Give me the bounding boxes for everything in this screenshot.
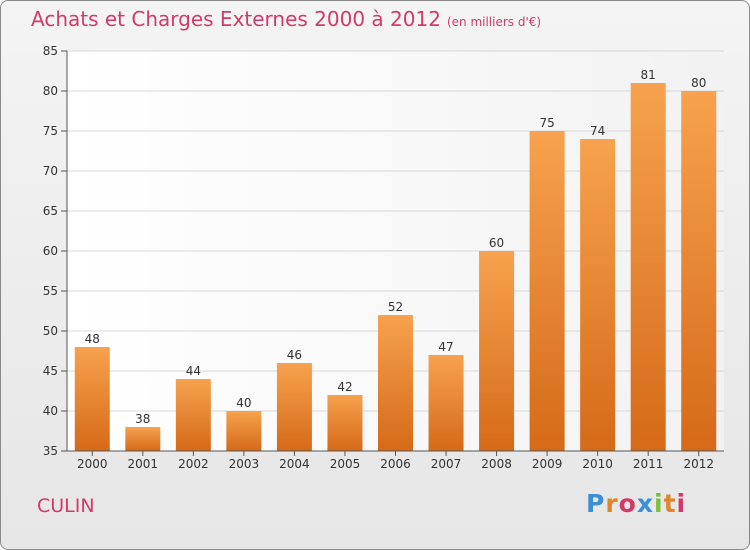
- y-tick-label: 70: [43, 164, 58, 178]
- x-tick-label: 2009: [532, 457, 563, 471]
- logo-letter: x: [636, 489, 654, 518]
- proxiti-logo: Proxiti: [586, 489, 686, 518]
- bar-value-label: 38: [135, 412, 150, 426]
- bar: [74, 347, 110, 451]
- bar: [226, 411, 262, 451]
- bar: [276, 363, 312, 451]
- bar: [529, 131, 565, 451]
- bar-value-label: 46: [287, 348, 302, 362]
- chart-title: Achats et Charges Externes 2000 à 2012 (e…: [31, 7, 541, 31]
- bar: [125, 427, 161, 451]
- bar-value-label: 42: [337, 380, 352, 394]
- bar-value-label: 81: [641, 68, 656, 82]
- bar: [428, 355, 464, 451]
- x-tick-label: 2007: [431, 457, 462, 471]
- chart-title-text: Achats et Charges Externes 2000 à 2012: [31, 7, 441, 31]
- bar-value-label: 44: [186, 364, 201, 378]
- x-tick-label: 2005: [330, 457, 361, 471]
- x-tick-label: 2002: [178, 457, 209, 471]
- x-tick-label: 2012: [683, 457, 714, 471]
- bar: [175, 379, 211, 451]
- bar-value-label: 60: [489, 236, 504, 250]
- y-tick-label: 60: [43, 244, 58, 258]
- bar: [580, 139, 616, 451]
- x-tick-label: 2004: [279, 457, 310, 471]
- y-tick-label: 85: [43, 44, 58, 58]
- y-tick-label: 75: [43, 124, 58, 138]
- bar-value-label: 47: [438, 340, 453, 354]
- bar-value-label: 40: [236, 396, 251, 410]
- bar: [630, 83, 666, 451]
- bar-value-label: 52: [388, 300, 403, 314]
- bar-value-label: 75: [539, 116, 554, 130]
- logo-letter: i: [654, 489, 664, 518]
- x-tick-label: 2010: [582, 457, 613, 471]
- x-tick-label: 2006: [380, 457, 411, 471]
- x-tick-label: 2000: [77, 457, 108, 471]
- logo-letter: P: [586, 489, 606, 518]
- y-tick-label: 40: [43, 404, 58, 418]
- y-tick-label: 35: [43, 444, 58, 458]
- x-tick-label: 2001: [128, 457, 159, 471]
- y-tick-label: 55: [43, 284, 58, 298]
- bar-value-label: 80: [691, 76, 706, 90]
- axes: 35 40 45 50 55 60 65 70 75 80 85 2000 2001 2002 2003 20…: [43, 44, 724, 471]
- x-tick-label: 2008: [481, 457, 512, 471]
- y-tick-label: 45: [43, 364, 58, 378]
- logo-letter: r: [605, 489, 619, 518]
- logo-letter: t: [663, 489, 677, 518]
- y-tick-label: 80: [43, 84, 58, 98]
- y-tick-label: 65: [43, 204, 58, 218]
- bar: [327, 395, 363, 451]
- bar: [378, 315, 413, 451]
- commune-name: CULIN: [37, 495, 95, 517]
- y-tick-label: 50: [43, 324, 58, 338]
- x-tick-label: 2011: [633, 457, 664, 471]
- bar-value-label: 48: [85, 332, 100, 346]
- bar: [681, 91, 717, 451]
- bar-value-label: 74: [590, 124, 605, 138]
- logo-letter: i: [676, 489, 687, 518]
- chart-unit-label: (en milliers d'€): [446, 15, 542, 29]
- bars: 48 38 44 40 46 42 52 47 60 75 74 81 80: [74, 68, 717, 451]
- x-tick-label: 2003: [229, 457, 260, 471]
- bar: [479, 251, 515, 451]
- logo-letter: o: [618, 489, 637, 518]
